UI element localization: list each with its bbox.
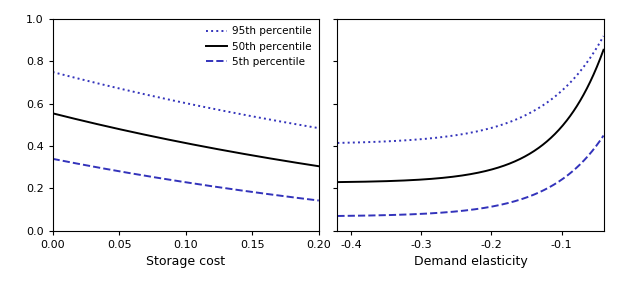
95th percentile [49,70,56,74]
5th percentile [315,199,322,202]
95th percentile [241,113,248,117]
50th percentile [315,164,322,168]
50th percentile [216,148,223,151]
5th percentile [136,173,143,176]
50th percentile [154,136,162,139]
50th percentile [241,152,248,156]
Legend: 95th percentile, 50th percentile, 5th percentile: 95th percentile, 50th percentile, 5th pe… [202,22,316,71]
X-axis label: Storage cost: Storage cost [146,255,225,268]
50th percentile [242,153,249,156]
5th percentile [242,189,249,193]
95th percentile [81,78,89,82]
5th percentile [49,157,56,161]
95th percentile [315,126,322,130]
Line: 5th percentile: 5th percentile [53,159,319,201]
95th percentile [216,108,223,112]
50th percentile [49,111,56,115]
5th percentile [81,163,89,167]
Line: 95th percentile: 95th percentile [53,72,319,128]
50th percentile [136,132,143,135]
95th percentile [242,113,249,117]
Line: 50th percentile: 50th percentile [53,113,319,166]
50th percentile [81,119,89,123]
5th percentile [154,176,162,180]
X-axis label: Demand elasticity: Demand elasticity [413,255,527,268]
5th percentile [216,186,223,189]
5th percentile [241,189,248,193]
95th percentile [136,91,143,95]
95th percentile [154,96,162,99]
